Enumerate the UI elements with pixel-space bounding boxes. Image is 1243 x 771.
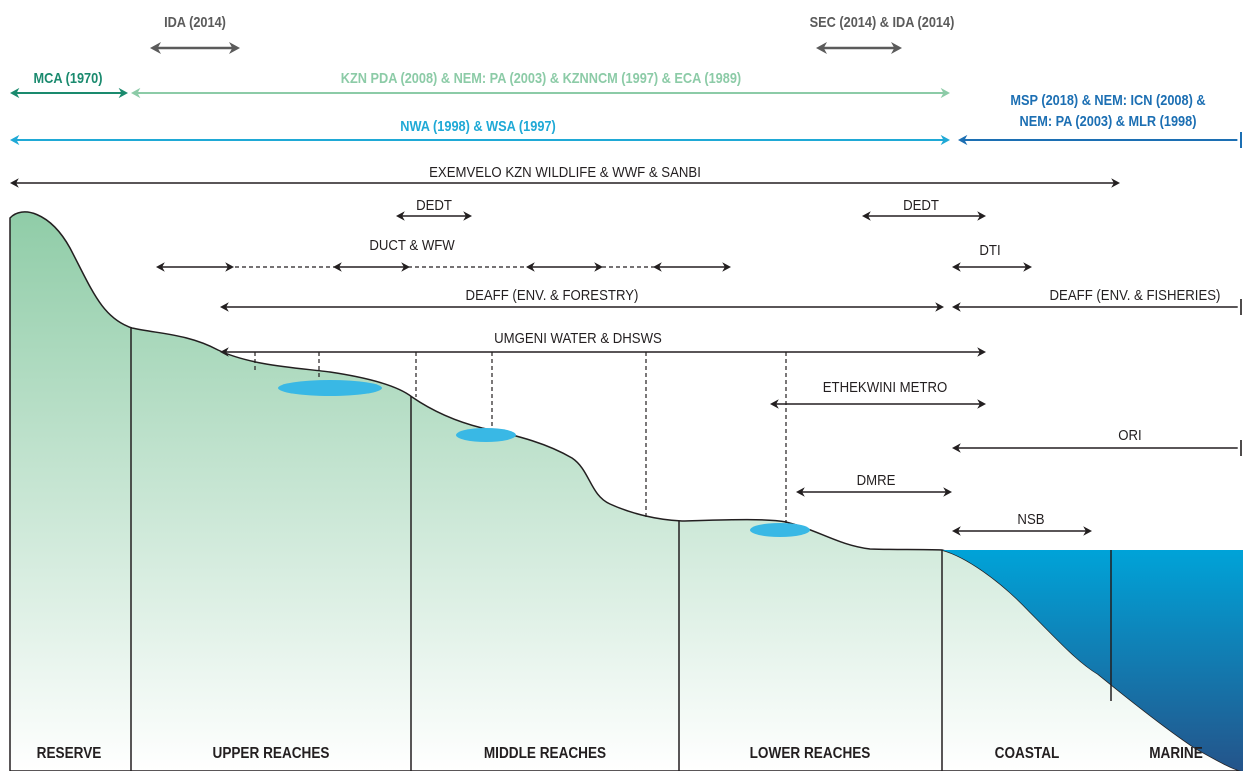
label-kzn-pda: KZN PDA (2008) & NEM: PA (2003) & KZNNCM… <box>341 69 741 86</box>
arrow-dedt-upper <box>396 211 472 221</box>
label-nsb: NSB <box>1017 510 1044 527</box>
arrow-ethekwini-head-right <box>977 399 986 409</box>
arrow-dti-head-left <box>952 262 961 272</box>
arrow-dmre-head-right <box>943 487 952 497</box>
arrow-duct-4 <box>653 262 731 272</box>
arrow-duct-2-head-left <box>333 262 342 272</box>
arrow-mca-head-left <box>10 87 20 99</box>
zone-middle-reaches: MIDDLE REACHES <box>484 745 606 762</box>
legislation-labels: IDA (2014) SEC (2014) & IDA (2014) MCA (… <box>34 13 1206 134</box>
zone-coastal: COASTAL <box>995 745 1060 762</box>
zone-labels: RESERVE UPPER REACHES MIDDLE REACHES LOW… <box>37 745 1203 762</box>
arrow-msp <box>958 132 1242 148</box>
label-mca: MCA (1970) <box>34 69 103 86</box>
dam-lower <box>750 523 810 537</box>
arrow-exemvelo <box>10 178 1120 188</box>
arrow-ethekwini <box>770 399 986 409</box>
arrow-dedt-lower-head-right <box>977 211 986 221</box>
terrain <box>9 211 1243 771</box>
zone-dividers <box>130 327 1112 771</box>
arrow-layer <box>10 42 1242 536</box>
arrow-deaff-forestry-head-left <box>220 302 229 312</box>
arrow-nsb-head-right <box>1083 526 1092 536</box>
arrow-ida-upper-head-left <box>150 42 161 54</box>
arrow-dedt-upper-head-right <box>463 211 472 221</box>
arrow-sec-ida-head-right <box>891 42 902 54</box>
sea-body <box>942 550 1243 771</box>
zone-upper-reaches: UPPER REACHES <box>213 745 330 762</box>
label-dmre: DMRE <box>857 471 896 488</box>
label-duct-wfw: DUCT & WFW <box>369 236 455 253</box>
arrow-dti <box>952 262 1032 272</box>
label-exemvelo: EXEMVELO KZN WILDLIFE & WWF & SANBI <box>429 163 701 180</box>
arrow-dedt-lower-head-left <box>862 211 871 221</box>
arrow-ida-upper-head-right <box>229 42 240 54</box>
arrow-duct-4-head-left <box>653 262 662 272</box>
label-nwa-wsa: NWA (1998) & WSA (1997) <box>400 117 555 134</box>
arrow-umgeni <box>220 347 986 357</box>
label-ori: ORI <box>1118 426 1141 443</box>
dam-upper <box>278 380 382 396</box>
arrow-dti-head-right <box>1023 262 1032 272</box>
label-ethekwini: ETHEKWINI METRO <box>823 378 948 395</box>
label-dti: DTI <box>979 241 1000 258</box>
arrow-deaff-fisheries-head-left <box>952 302 961 312</box>
label-dedt-upper: DEDT <box>416 196 452 213</box>
arrow-nwa-wsa <box>10 134 950 146</box>
arrow-deaff-forestry-head-right <box>935 302 944 312</box>
arrow-nsb-head-left <box>952 526 961 536</box>
arrow-duct-2 <box>333 262 410 272</box>
arrow-sec-ida-head-left <box>816 42 827 54</box>
arrow-exemvelo-head-left <box>10 178 19 188</box>
arrow-deaff-forestry <box>220 302 944 312</box>
zone-marine: MARINE <box>1149 745 1203 762</box>
label-deaff-fisheries: DEAFF (ENV. & FISHERIES) <box>1050 286 1221 303</box>
arrow-umgeni-head-right <box>977 347 986 357</box>
arrow-umgeni-head-left <box>220 347 229 357</box>
arrow-msp-head-left <box>958 134 968 146</box>
arrow-duct-1-head-right <box>225 262 234 272</box>
zone-reserve: RESERVE <box>37 745 102 762</box>
arrow-nsb <box>952 526 1092 536</box>
arrow-duct-1 <box>156 262 234 272</box>
agency-labels: EXEMVELO KZN WILDLIFE & WWF & SANBI DEDT… <box>369 163 1220 527</box>
arrow-dedt-lower <box>862 211 986 221</box>
arrow-mca <box>10 87 128 99</box>
label-msp-line2: NEM: PA (2003) & MLR (1998) <box>1020 112 1197 129</box>
arrow-ori <box>952 440 1242 456</box>
arrow-kzn-pda <box>131 87 950 99</box>
arrow-kzn-pda-head-right <box>940 87 950 99</box>
arrow-sec-ida <box>816 42 902 54</box>
arrow-nwa-wsa-head-right <box>940 134 950 146</box>
arrow-mca-head-right <box>118 87 128 99</box>
arrow-duct-1-head-left <box>156 262 165 272</box>
label-dedt-lower: DEDT <box>903 196 939 213</box>
arrow-duct-3 <box>526 262 603 272</box>
arrow-duct-3-head-left <box>526 262 535 272</box>
umgeni-dashed-drops <box>254 352 787 523</box>
label-umgeni: UMGENI WATER & DHSWS <box>494 329 662 346</box>
arrow-exemvelo-head-right <box>1111 178 1120 188</box>
label-sec-ida: SEC (2014) & IDA (2014) <box>810 13 955 30</box>
zone-lower-reaches: LOWER REACHES <box>750 745 871 762</box>
arrow-duct-2-head-right <box>401 262 410 272</box>
arrow-dmre-head-left <box>796 487 805 497</box>
label-msp-line1: MSP (2018) & NEM: ICN (2008) & <box>1010 91 1205 108</box>
arrow-ethekwini-head-left <box>770 399 779 409</box>
arrow-dmre <box>796 487 952 497</box>
arrow-dedt-upper-head-left <box>396 211 405 221</box>
arrow-nwa-wsa-head-left <box>10 134 20 146</box>
label-deaff-forestry: DEAFF (ENV. & FORESTRY) <box>466 286 639 303</box>
dam-middle <box>456 428 516 442</box>
arrow-deaff-fisheries <box>952 299 1242 315</box>
arrow-kzn-pda-head-left <box>131 87 141 99</box>
arrow-ida-upper <box>150 42 240 54</box>
arrow-duct-4-head-right <box>722 262 731 272</box>
arrow-ori-head-left <box>952 443 961 453</box>
label-ida-upper: IDA (2014) <box>164 13 226 30</box>
arrow-duct-3-head-right <box>594 262 603 272</box>
